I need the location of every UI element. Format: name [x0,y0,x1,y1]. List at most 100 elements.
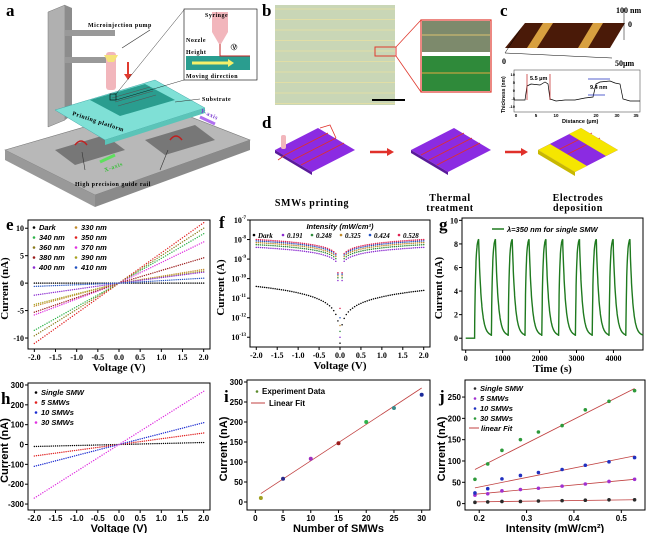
data-point [109,282,112,285]
data-point [84,465,86,467]
data-point [80,309,82,311]
data-point [632,497,637,502]
chart-h: -2.0 -1.5 -1.0 -0.5 0.0 0.5 1.0 1.5 2.0-300-200-… [0,381,211,533]
data-point [59,319,61,321]
data-point [65,311,67,314]
data-point [299,242,301,244]
data-point [276,240,278,242]
data-point [255,243,258,246]
data-point [61,290,63,292]
data-point [282,289,285,291]
data-point [92,447,95,449]
data-point [399,292,402,295]
data-point [194,272,196,274]
data-point [385,244,387,247]
data-point [97,457,99,459]
data-point [278,243,281,245]
data-point [158,253,160,256]
nozzle-icon [281,135,286,149]
step-thermal [411,128,491,175]
data-point [188,261,190,263]
data-point [61,323,63,325]
data-point [293,246,295,249]
zoom-lines-b [395,19,422,93]
data-point [150,278,152,280]
data-point [171,430,173,432]
arrow-2-head [521,148,528,156]
data-point [299,247,301,249]
data-point [345,258,348,261]
data-point [101,291,103,294]
data-point [289,246,291,248]
data-point [128,275,131,277]
data-point [418,246,421,249]
data-point [343,252,345,255]
data-point [500,477,504,481]
x-tick-label: 2.0 [419,351,429,360]
data-point [402,247,404,250]
data-point [82,302,84,304]
data-point [46,292,48,295]
y-tick-label: 250 [230,398,244,407]
data-point [259,240,262,242]
x-tick-label: -2.0 [27,514,41,523]
data-point [84,303,86,305]
data-point [268,239,270,242]
data-point [322,246,325,248]
data-point [39,445,42,448]
electrode-2 [569,128,618,156]
data-point [154,280,156,282]
data-point [181,241,184,243]
data-point [291,249,293,251]
legend-label: Linear Fit [269,399,305,408]
panel-label-f: f [219,213,225,232]
data-point [69,284,72,286]
x-tick-label: -2.0 [28,353,41,362]
data-point [284,248,287,251]
data-point [194,442,196,444]
data-point [80,283,82,286]
data-point [74,236,78,239]
data-point [92,296,95,298]
data-point [139,443,141,445]
data-point [196,394,199,397]
data-point [393,245,396,248]
data-point [141,279,143,281]
data-point [101,283,103,285]
data-point [194,271,196,273]
data-point [175,265,177,267]
data-point [200,441,203,444]
data-point [295,246,297,249]
data-point [259,242,262,244]
data-point [316,252,318,255]
data-point [194,282,196,284]
data-point [73,444,76,447]
data-point [270,247,272,249]
data-point [33,335,36,337]
data-point [141,265,143,268]
data-point [88,444,91,446]
data-point [141,281,143,283]
data-point [370,246,373,248]
data-point [162,269,165,271]
data-point [75,449,78,451]
data-point [188,442,190,444]
data-point [63,284,65,286]
x-tick-label: 0.2 [474,514,486,523]
data-point [67,301,69,303]
data-point [307,251,310,253]
data-point [88,462,91,464]
data-point [308,456,313,461]
linear-fit-line [260,387,422,494]
data-point [318,246,320,249]
data-point [67,289,69,292]
data-point [175,275,177,277]
y-tick-label: 10-11 [232,294,247,303]
data-point [50,320,52,322]
data-point [65,451,67,453]
y-tick-label: 0 [454,334,458,343]
data-point [39,282,42,284]
data-point [270,241,272,243]
afm-axes [504,8,625,59]
data-point [143,280,146,283]
